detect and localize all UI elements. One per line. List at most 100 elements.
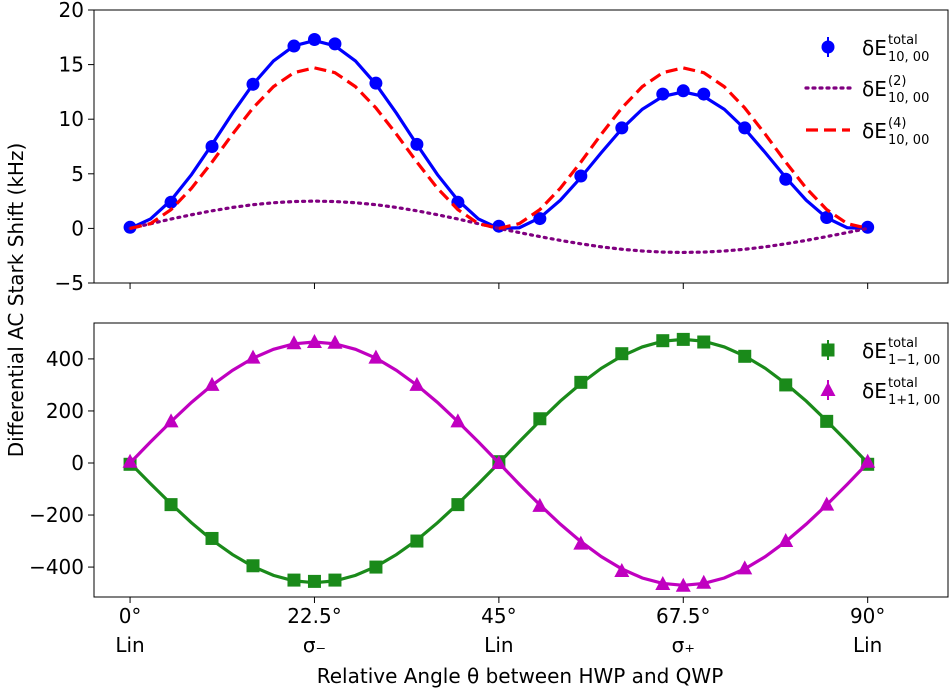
data-point: [574, 375, 588, 389]
x-axis-label: Relative Angle θ between HWP and QWP: [317, 664, 724, 688]
y-tick-label: 0: [71, 216, 84, 240]
data-point: [205, 140, 219, 153]
fit-line: [129, 38, 868, 231]
y-tick-label: 0: [71, 451, 84, 475]
data-point: [327, 334, 343, 349]
data-point: [738, 349, 752, 363]
legend-marker: [820, 382, 836, 396]
y-tick-label: −400: [29, 555, 84, 579]
y-tick-label: 5: [71, 162, 84, 186]
data-point: [860, 453, 876, 468]
legend-label-sub: 10, 00: [888, 133, 929, 148]
data-point: [779, 172, 793, 186]
data-point: [491, 454, 507, 469]
data-point: [696, 574, 712, 589]
data-point: [369, 560, 383, 574]
data-point: [533, 212, 547, 226]
data-point: [164, 498, 178, 512]
plot-frame: [93, 9, 949, 284]
data-point: [778, 533, 794, 548]
data-point: [573, 535, 589, 550]
data-point: [369, 76, 383, 90]
fit-line: [129, 66, 869, 231]
y-tick-label: −200: [29, 503, 84, 527]
data-point: [410, 137, 424, 151]
x-tick-sublabel: Lin: [115, 633, 144, 657]
legend-label-sup: total: [888, 376, 918, 391]
data-point: [676, 84, 690, 98]
legend-label-sup: total: [888, 336, 918, 351]
y-tick-label: 200: [46, 399, 84, 423]
legend-label: δE: [862, 379, 887, 403]
data-point: [410, 534, 424, 548]
data-point: [287, 573, 301, 587]
y-tick-label: 10: [59, 107, 84, 131]
data-point: [614, 562, 630, 577]
data-point: [861, 220, 875, 234]
data-point: [205, 531, 219, 545]
legend-label: δE: [862, 119, 887, 143]
data-point: [286, 335, 302, 350]
data-point: [122, 453, 138, 468]
data-point: [328, 37, 342, 51]
data-point: [164, 195, 178, 209]
x-tick-label: 22.5°: [287, 604, 342, 628]
data-point: [287, 39, 301, 53]
data-point: [307, 32, 321, 46]
data-point: [451, 498, 465, 512]
legend-label: δE: [862, 339, 887, 363]
data-point: [656, 87, 670, 101]
data-point: [615, 121, 629, 135]
data-point: [738, 121, 752, 135]
data-point: [655, 575, 671, 590]
y-tick-label: 15: [59, 53, 84, 77]
data-point: [697, 335, 711, 349]
data-point: [245, 349, 261, 364]
data-point: [246, 559, 260, 573]
data-point: [368, 349, 384, 364]
data-point: [820, 210, 834, 224]
x-tick-sublabel: Lin: [853, 633, 882, 657]
x-tick-label: 0°: [119, 604, 142, 628]
legend-marker: [821, 343, 835, 357]
plot-frame: [93, 322, 949, 598]
data-point: [246, 77, 260, 91]
data-point: [737, 560, 753, 575]
y-tick-label: −5: [55, 271, 84, 295]
data-point: [697, 87, 711, 101]
x-tick-sublabel: σ₊: [672, 633, 695, 657]
x-tick-label: 90°: [850, 604, 885, 628]
y-axis-label: Differential AC Stark Shift (kHz): [4, 143, 28, 458]
legend-label-sub: 10, 00: [888, 50, 929, 65]
data-point: [532, 497, 548, 512]
legend-label-sup: (4): [888, 116, 906, 131]
legend-label-sub: 1−1, 00: [888, 353, 940, 368]
legend-label: δE: [862, 77, 887, 101]
x-tick-label: 67.5°: [656, 604, 711, 628]
data-point: [656, 334, 670, 348]
fit-line: [128, 199, 870, 255]
data-point: [615, 347, 629, 361]
x-tick-label: 45°: [481, 604, 516, 628]
x-tick-sublabel: Lin: [484, 633, 513, 657]
data-point: [409, 376, 425, 391]
data-point: [450, 413, 466, 428]
data-point: [163, 413, 179, 428]
data-point: [328, 573, 342, 587]
data-point: [819, 496, 835, 511]
legend-marker: [821, 40, 835, 54]
legend-label-sup: (2): [888, 74, 906, 89]
legend-label: δE: [862, 36, 887, 60]
legend-label-sub: 1+1, 00: [888, 393, 940, 408]
legend-label-sub: 10, 00: [888, 91, 929, 106]
data-point: [307, 574, 321, 588]
data-point: [779, 378, 793, 392]
data-point: [533, 412, 547, 426]
data-point: [820, 414, 834, 428]
x-tick-sublabel: σ₋: [303, 633, 326, 657]
data-point: [676, 332, 690, 346]
y-tick-label: 400: [46, 347, 84, 371]
y-tick-label: 20: [59, 0, 84, 22]
